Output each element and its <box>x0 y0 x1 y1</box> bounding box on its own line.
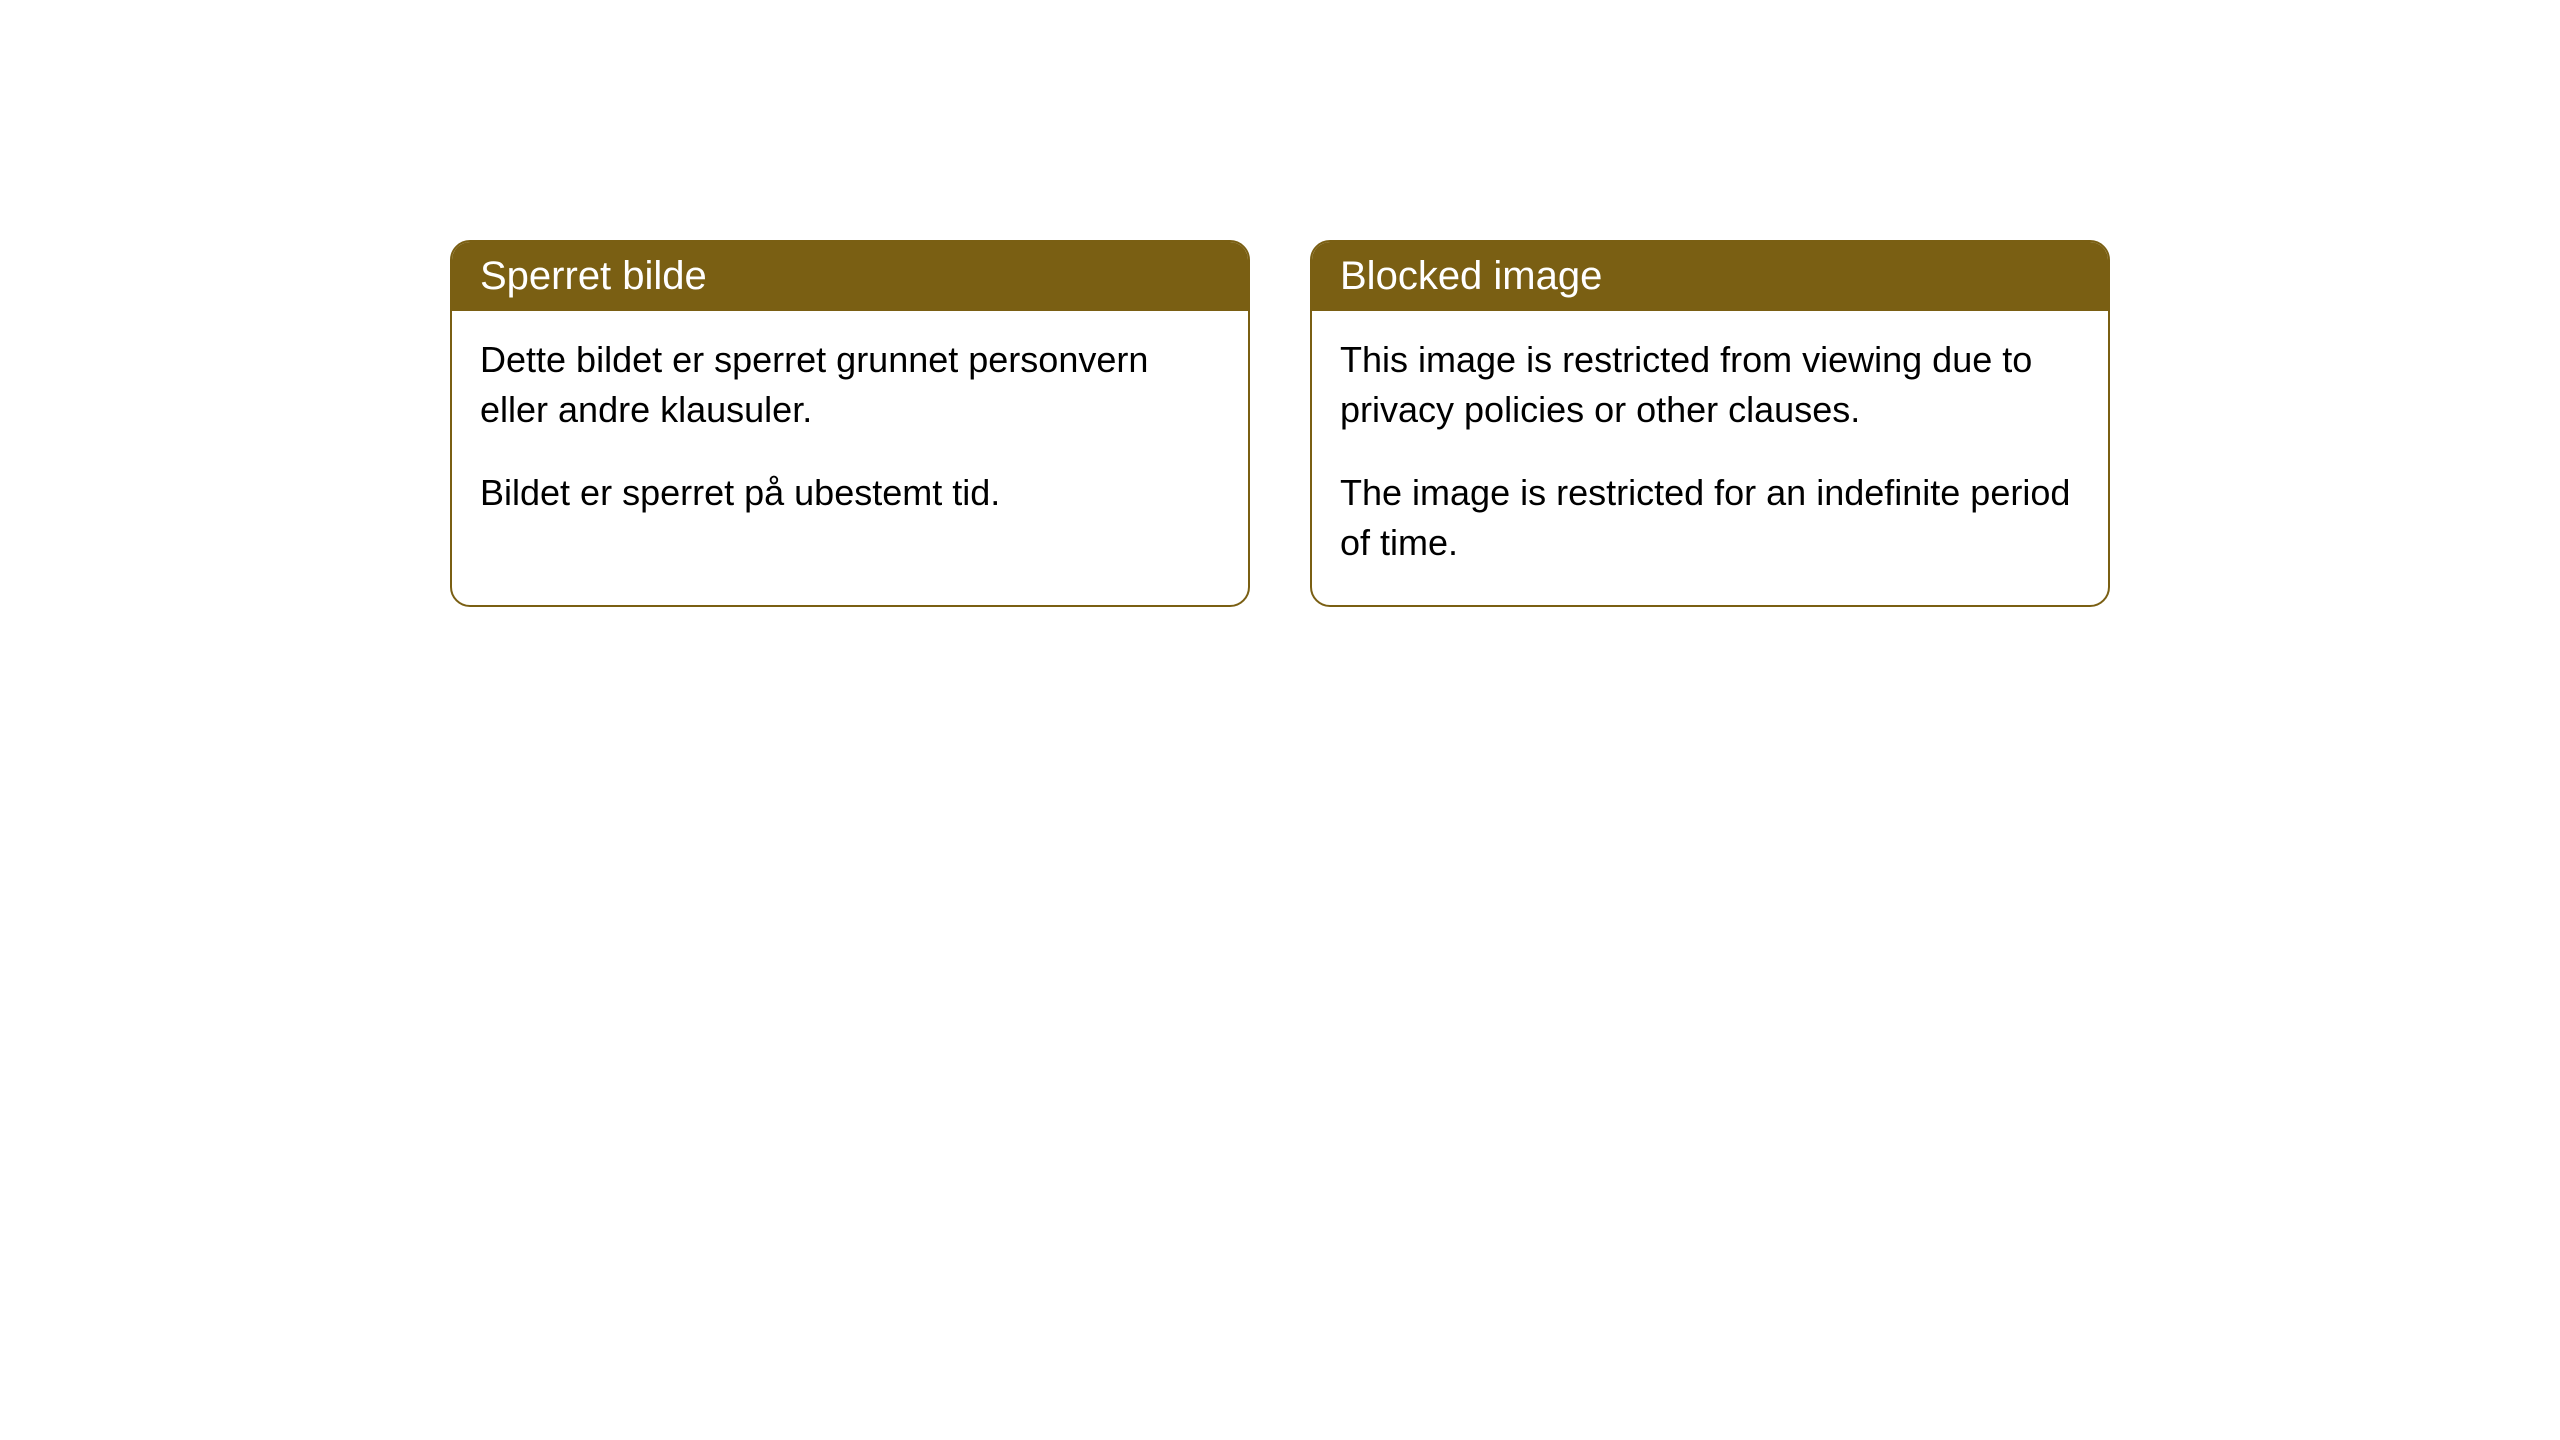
card-paragraph: This image is restricted from viewing du… <box>1340 335 2080 436</box>
card-norwegian: Sperret bilde Dette bildet er sperret gr… <box>450 240 1250 607</box>
cards-container: Sperret bilde Dette bildet er sperret gr… <box>450 240 2110 607</box>
card-paragraph: The image is restricted for an indefinit… <box>1340 468 2080 569</box>
card-body-english: This image is restricted from viewing du… <box>1312 311 2108 605</box>
card-paragraph: Bildet er sperret på ubestemt tid. <box>480 468 1220 518</box>
card-english: Blocked image This image is restricted f… <box>1310 240 2110 607</box>
card-header-norwegian: Sperret bilde <box>452 242 1248 311</box>
card-body-norwegian: Dette bildet er sperret grunnet personve… <box>452 311 1248 554</box>
card-header-english: Blocked image <box>1312 242 2108 311</box>
card-title: Sperret bilde <box>480 254 707 298</box>
card-title: Blocked image <box>1340 254 1602 298</box>
card-paragraph: Dette bildet er sperret grunnet personve… <box>480 335 1220 436</box>
